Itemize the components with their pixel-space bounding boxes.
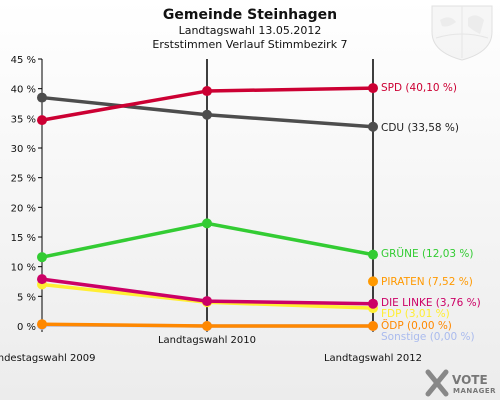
data-point (37, 252, 47, 263)
y-tick-label: 40 % (11, 85, 36, 96)
votemanager-logo: VOTE MANAGER (425, 369, 496, 397)
data-point (202, 86, 212, 97)
axes: 0 % 5 % 10 % 15 % 20 % 25 % 30 % 35 % 40 % 45 % Bu… (0, 55, 422, 364)
data-point (202, 321, 212, 331)
y-tick-label: 0 % (17, 322, 36, 333)
chart-title: Gemeinde Steinhagen (163, 7, 337, 23)
series-piraten (368, 276, 378, 287)
end-label-gr-ne: GRÜNE (12,03 %) (381, 247, 474, 260)
data-point (37, 274, 47, 285)
x-tick-label: Landtagswahl 2010 (158, 335, 256, 346)
data-point (368, 249, 378, 260)
data-point (202, 109, 212, 120)
data-point (202, 296, 212, 307)
data-point (368, 121, 378, 132)
y-tick-label: 25 % (11, 174, 36, 185)
series-cdu (37, 92, 378, 132)
coat-of-arms-logo (431, 5, 493, 61)
series-gr-ne (37, 218, 378, 263)
series-die-linke (37, 274, 378, 309)
y-tick-label: 15 % (11, 233, 36, 244)
end-label-sonstige: Sonstige (0,00 %) (381, 331, 475, 343)
series--dp (37, 319, 378, 331)
y-tick-label: 30 % (11, 144, 36, 155)
logo-text: VOTE (452, 373, 488, 387)
data-point (37, 92, 47, 103)
end-label-spd: SPD (40,10 %) (381, 82, 457, 94)
x-tick-label: Bundestagswahl 2009 (0, 353, 95, 364)
y-tick-label: 20 % (11, 203, 36, 214)
data-point (368, 83, 378, 94)
data-point (37, 115, 47, 126)
data-point (368, 321, 378, 331)
series-layer (37, 83, 378, 331)
chart-subtitle-district: Erststimmen Verlauf Stimmbezirk 7 (152, 38, 347, 51)
end-label-piraten: PIRATEN (7,52 %) (381, 276, 473, 288)
data-point (368, 298, 378, 309)
data-point (37, 319, 47, 330)
end-label--dp: ÖDP (0,00 %) (381, 319, 452, 332)
data-point (202, 218, 212, 229)
y-tick-label: 35 % (11, 114, 36, 125)
y-tick-label: 5 % (17, 292, 36, 303)
vote-x-icon (425, 369, 449, 397)
logo-subtext: MANAGER (453, 387, 496, 395)
end-labels: CDU (33,58 %) SPD (40,10 %) GRÜNE (12,03 %… (381, 82, 481, 343)
end-label-fdp: FDP (3,01 %) (381, 308, 450, 320)
y-tick-label: 45 % (11, 55, 36, 66)
end-label-cdu: CDU (33,58 %) (381, 122, 459, 134)
series-spd (37, 83, 378, 126)
data-point (368, 276, 378, 287)
end-label-die-linke: DIE LINKE (3,76 %) (381, 297, 481, 309)
y-tick-label: 10 % (11, 263, 36, 274)
chart-subtitle-date: Landtagswahl 13.05.2012 (179, 24, 322, 37)
x-tick-label: Landtagswahl 2012 (324, 353, 422, 364)
